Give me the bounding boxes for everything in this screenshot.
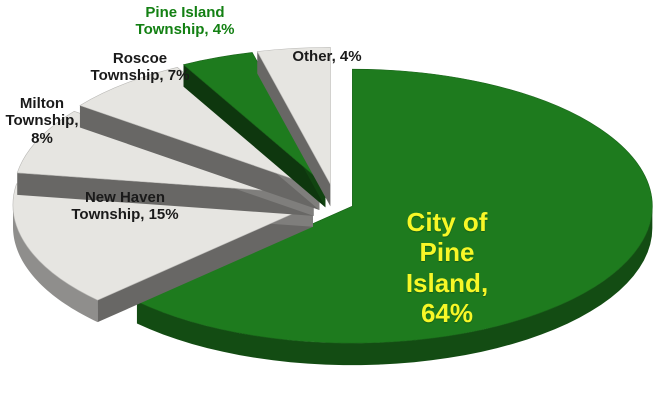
slice-side-face: [97, 204, 313, 323]
slice-rim: [12, 204, 98, 323]
slice-label-line: Island,: [405, 267, 489, 298]
slice-label-line: Other, 4%: [292, 48, 362, 65]
slice-label-other: Other, 4%: [272, 48, 382, 65]
slice-rim: [136, 206, 653, 366]
slice-label-line: Township,: [5, 112, 79, 130]
slice-label-line: City of: [406, 207, 488, 237]
slice-top-face: [136, 68, 653, 344]
slice-side-face: [257, 51, 331, 207]
slice-label-city-of-pine-island: City of Pine Island, 64%: [382, 207, 512, 329]
slice-top-face: [79, 67, 320, 189]
slice-side-face: [183, 64, 326, 208]
slice-label-line: New Haven: [84, 189, 166, 206]
slice-label-line: 64%: [420, 298, 474, 329]
slice-side-face: [17, 172, 314, 216]
slice-label-line: 8%: [31, 129, 53, 147]
slice-label-line: Pine Island: [145, 4, 225, 21]
slice-label-roscoe-township: Roscoe Township, 7%: [75, 50, 205, 85]
slice-city-of-pine-island: [136, 68, 653, 366]
slice-other: [256, 47, 331, 207]
slice-label-milton-township: Milton Township, 8%: [2, 95, 82, 147]
slice-top-face: [256, 47, 331, 185]
slice-label-line: Pine: [419, 237, 475, 268]
slice-label-line: Roscoe: [112, 50, 168, 67]
slice-label-line: Township, 15%: [71, 206, 179, 224]
slice-label-new-haven-township: New Haven Township, 15%: [50, 189, 200, 224]
slice-top-face: [12, 183, 314, 301]
slice-label-line: Township, 7%: [90, 67, 190, 85]
slice-label-line: Township, 4%: [135, 21, 235, 39]
slice-side-face: [79, 105, 320, 211]
slice-label-pine-island-township: Pine Island Township, 4%: [125, 4, 245, 39]
slice-label-line: Milton: [19, 95, 65, 112]
slice-top-face: [182, 52, 326, 186]
